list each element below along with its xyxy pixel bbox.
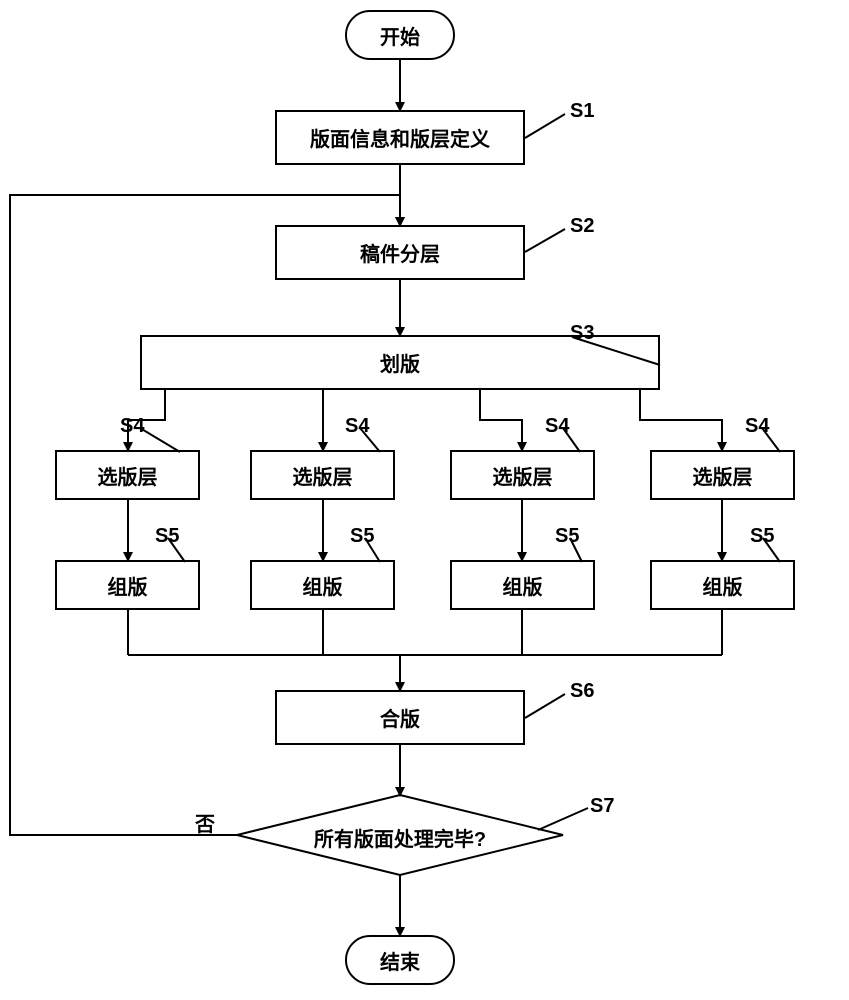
tag-s5-2: S5 xyxy=(350,525,374,548)
process-s5-3: 组版 xyxy=(450,560,595,610)
process-s6-text: 合版 xyxy=(380,703,420,732)
tag-s5-3: S5 xyxy=(555,525,579,548)
process-s5-1: 组版 xyxy=(55,560,200,610)
decision-no-label: 否 xyxy=(195,808,215,837)
tag-s3: S3 xyxy=(570,322,594,345)
process-s5-4: 组版 xyxy=(650,560,795,610)
decision-s7-text: 所有版面处理完毕? xyxy=(300,823,500,852)
tag-s5-4: S5 xyxy=(750,525,774,548)
process-s4-1: 选版层 xyxy=(55,450,200,500)
tag-s4-1: S4 xyxy=(120,415,144,438)
tag-s4-2: S4 xyxy=(345,415,369,438)
tag-s4-3: S4 xyxy=(545,415,569,438)
process-s1-text: 版面信息和版层定义 xyxy=(310,123,490,152)
tag-s5-1: S5 xyxy=(155,525,179,548)
process-s3-text: 划版 xyxy=(380,348,420,377)
process-s5-4-text: 组版 xyxy=(703,571,743,600)
process-s2-text: 稿件分层 xyxy=(360,238,440,267)
process-s4-4-text: 选版层 xyxy=(693,461,753,490)
terminal-end: 结束 xyxy=(345,935,455,985)
tag-s1: S1 xyxy=(570,100,594,123)
terminal-start: 开始 xyxy=(345,10,455,60)
process-s4-1-text: 选版层 xyxy=(98,461,158,490)
tag-s6: S6 xyxy=(570,680,594,703)
terminal-end-text: 结束 xyxy=(380,946,420,975)
tag-s2: S2 xyxy=(570,215,594,238)
process-s4-4: 选版层 xyxy=(650,450,795,500)
process-s5-2-text: 组版 xyxy=(303,571,343,600)
process-s5-3-text: 组版 xyxy=(503,571,543,600)
process-s5-2: 组版 xyxy=(250,560,395,610)
process-s4-2-text: 选版层 xyxy=(293,461,353,490)
process-s4-2: 选版层 xyxy=(250,450,395,500)
process-s4-3: 选版层 xyxy=(450,450,595,500)
process-s4-3-text: 选版层 xyxy=(493,461,553,490)
process-s2: 稿件分层 xyxy=(275,225,525,280)
tag-s4-4: S4 xyxy=(745,415,769,438)
process-s1: 版面信息和版层定义 xyxy=(275,110,525,165)
process-s6: 合版 xyxy=(275,690,525,745)
tag-s7: S7 xyxy=(590,795,614,818)
process-s5-1-text: 组版 xyxy=(108,571,148,600)
terminal-start-text: 开始 xyxy=(380,21,420,50)
